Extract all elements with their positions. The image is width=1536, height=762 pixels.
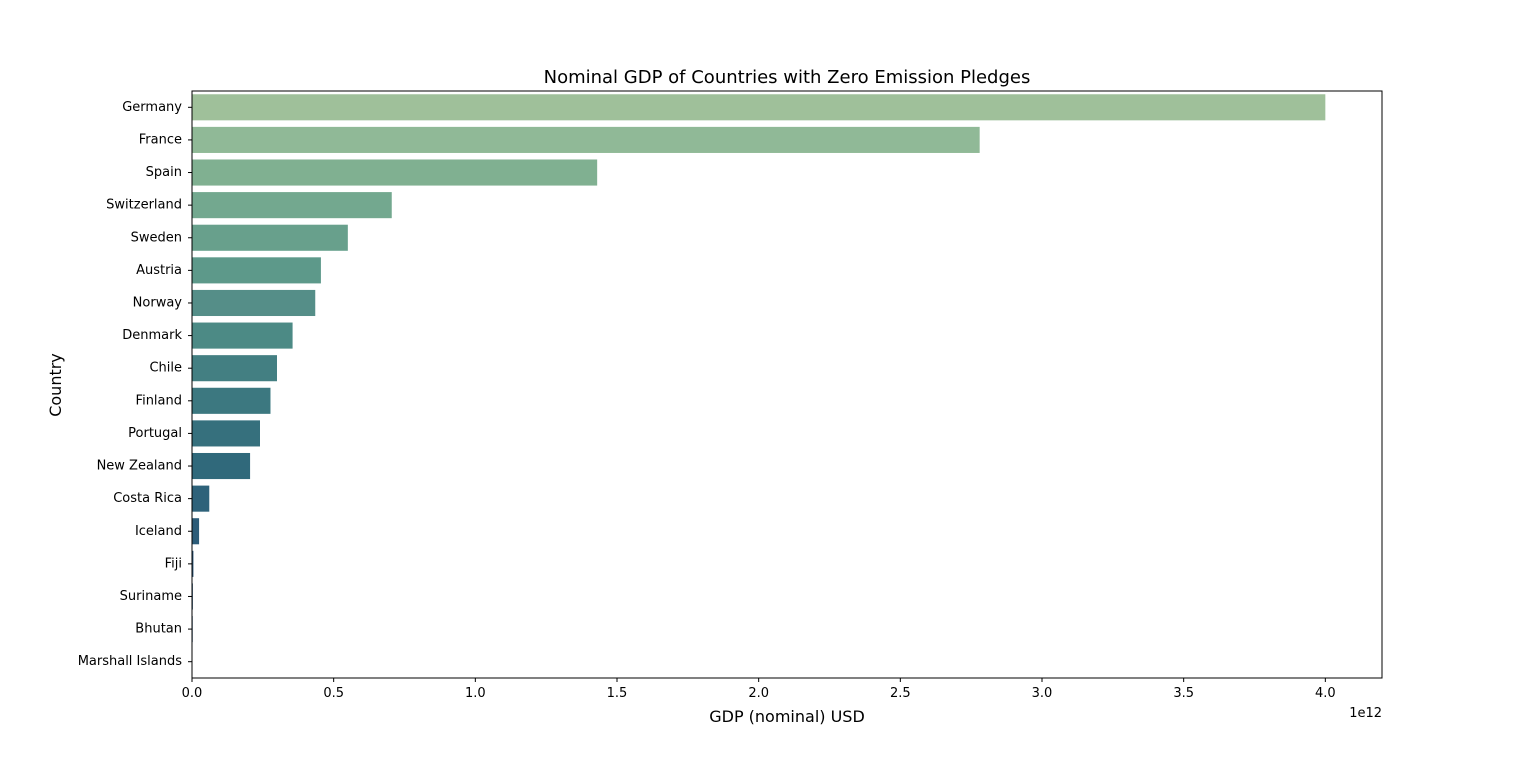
x-axis: 0.0 0.5 1.0 1.5 2.0 2.5 3.0 3.5 4.0 (182, 678, 1336, 701)
y-tick-label-new-zealand: New Zealand (97, 459, 182, 474)
bar-spain (192, 159, 598, 186)
y-tick-label-spain: Spain (146, 165, 182, 180)
y-tick-label-suriname: Suriname (120, 589, 182, 604)
bar-norway (192, 289, 316, 317)
x-tick-label-2-0: 2.0 (748, 686, 769, 701)
bar-denmark (192, 322, 293, 349)
bar-switzerland (192, 192, 392, 219)
bar-costa-rica (192, 485, 210, 512)
x-axis-label: GDP (nominal) USD (709, 707, 865, 726)
y-axis-label: Country (46, 353, 65, 417)
y-tick-label-germany: Germany (122, 100, 182, 115)
y-tick-label-switzerland: Switzerland (106, 198, 182, 213)
y-tick-label-sweden: Sweden (131, 230, 182, 245)
bars-group (192, 94, 1326, 675)
y-tick-label-marshall-islands: Marshall Islands (78, 654, 183, 669)
chart-title: Nominal GDP of Countries with Zero Emiss… (544, 67, 1031, 88)
bar-chile (192, 355, 277, 382)
y-tick-label-iceland: Iceland (135, 524, 182, 539)
plot-frame (191, 90, 1383, 679)
x-tick-label-0-0: 0.0 (182, 686, 203, 701)
bar-finland (192, 387, 271, 414)
y-tick-label-chile: Chile (149, 361, 182, 376)
x-tick-label-2-5: 2.5 (890, 686, 911, 701)
y-tick-label-finland: Finland (136, 393, 182, 408)
x-tick-label-0-5: 0.5 (323, 686, 344, 701)
bar-new-zealand (192, 452, 251, 480)
y-tick-label-fiji: Fiji (165, 556, 182, 571)
bar-iceland (192, 518, 200, 545)
y-tick-label-bhutan: Bhutan (135, 622, 182, 637)
y-tick-label-austria: Austria (136, 263, 182, 278)
bar-fiji (192, 550, 194, 577)
y-tick-label-denmark: Denmark (122, 328, 182, 343)
x-tick-label-1-5: 1.5 (607, 686, 628, 701)
y-tick-label-france: France (139, 132, 182, 147)
bar-germany (192, 94, 1326, 121)
y-tick-label-portugal: Portugal (128, 426, 182, 441)
bar-portugal (192, 420, 260, 447)
x-tick-label-3-5: 3.5 (1173, 686, 1194, 701)
y-tick-label-costa-rica: Costa Rica (113, 491, 182, 506)
x-axis-offset-label: 1e12 (1349, 706, 1382, 721)
x-tick-label-3-0: 3.0 (1032, 686, 1053, 701)
bar-sweden (192, 224, 348, 251)
bar-france (192, 126, 980, 153)
x-tick-label-4-0: 4.0 (1315, 686, 1336, 701)
y-tick-label-norway: Norway (133, 295, 183, 310)
bar-austria (192, 257, 321, 284)
y-axis: Germany France Spain Switzerland Sweden Austr… (78, 100, 192, 669)
x-tick-label-1-0: 1.0 (465, 686, 486, 701)
